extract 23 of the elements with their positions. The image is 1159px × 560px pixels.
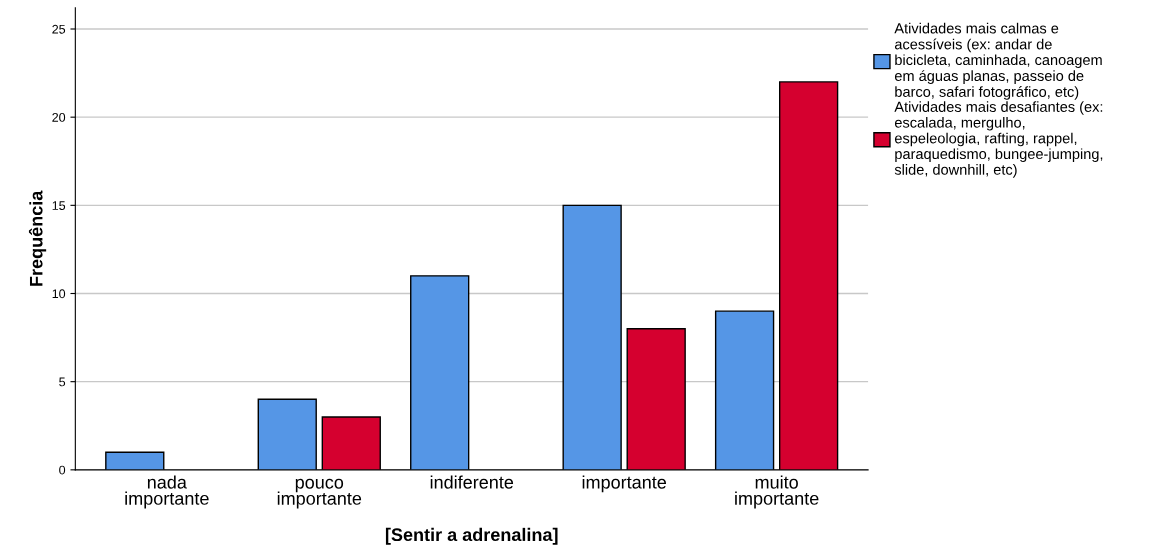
bar <box>105 451 165 470</box>
bar <box>410 275 470 470</box>
x-tick-label: muito importante <box>735 475 819 509</box>
bar <box>626 328 686 470</box>
bar <box>562 204 622 470</box>
bar <box>321 416 381 470</box>
bar <box>714 310 775 470</box>
x-tick-label: indiferente <box>430 475 514 489</box>
y-tick-label: 5 <box>59 377 66 387</box>
y-tick-label: 20 <box>52 112 66 122</box>
y-tick-label: 10 <box>52 289 66 299</box>
x-tick-label: pouco importante <box>277 478 362 509</box>
x-axis-title: [Sentir a adrenalina] <box>385 527 558 545</box>
legend-label: Atividades mais calmas e acessíveis (ex: andar de bicicleta, caminhada, canoagem em águas planas, passeio de barco, safari fotográfico, etc) <box>894 22 1102 100</box>
bar <box>778 81 839 470</box>
x-tick-label: importante <box>582 475 667 493</box>
y-tick-label: 25 <box>52 24 66 34</box>
bar <box>257 398 317 470</box>
y-axis-title: Frequência <box>28 190 47 286</box>
legend-label: Atividades mais desafiantes (ex: escalada, mergulho, espeleologia, rafting, rappel, paraquedismo, bungee-jumping, slide, downhill, etc) <box>894 101 1103 178</box>
y-tick-label: 15 <box>52 201 66 210</box>
y-tick-label: 0 <box>59 465 66 475</box>
x-tick-label: nada importante <box>125 475 209 509</box>
